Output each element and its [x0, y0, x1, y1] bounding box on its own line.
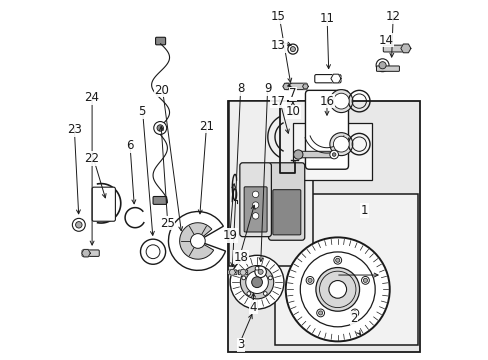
Circle shape	[230, 255, 284, 309]
Circle shape	[157, 125, 163, 131]
Circle shape	[315, 267, 359, 311]
Circle shape	[332, 153, 335, 156]
Text: 1: 1	[360, 204, 367, 217]
FancyBboxPatch shape	[244, 187, 266, 232]
Circle shape	[350, 309, 358, 317]
Text: 22: 22	[84, 152, 100, 165]
FancyBboxPatch shape	[383, 45, 406, 52]
Circle shape	[245, 271, 268, 293]
Circle shape	[329, 90, 352, 113]
Text: 23: 23	[66, 123, 81, 136]
FancyBboxPatch shape	[268, 163, 304, 240]
Circle shape	[290, 46, 295, 51]
FancyBboxPatch shape	[155, 37, 165, 45]
Text: 13: 13	[270, 39, 285, 52]
Circle shape	[254, 266, 266, 278]
Circle shape	[316, 309, 324, 317]
Text: 19: 19	[222, 229, 237, 242]
Text: 24: 24	[84, 91, 100, 104]
Text: 9: 9	[264, 82, 271, 95]
Circle shape	[293, 150, 303, 159]
Circle shape	[190, 234, 205, 248]
Circle shape	[246, 292, 250, 296]
Polygon shape	[81, 249, 90, 257]
Text: 15: 15	[270, 10, 285, 23]
Wedge shape	[168, 212, 225, 270]
FancyBboxPatch shape	[297, 151, 333, 158]
Text: 25: 25	[160, 216, 175, 230]
FancyBboxPatch shape	[314, 75, 340, 83]
Text: 18: 18	[233, 251, 248, 264]
Circle shape	[363, 278, 367, 283]
Circle shape	[263, 292, 266, 296]
Circle shape	[252, 213, 258, 219]
Circle shape	[375, 59, 388, 72]
Bar	[292, 123, 371, 180]
Circle shape	[240, 266, 273, 299]
Circle shape	[333, 256, 341, 264]
Circle shape	[285, 237, 389, 341]
Circle shape	[328, 280, 346, 298]
Circle shape	[361, 276, 368, 284]
Bar	[229, 101, 312, 266]
Polygon shape	[228, 270, 235, 275]
Text: 7: 7	[288, 87, 296, 100]
Circle shape	[335, 258, 339, 262]
Circle shape	[258, 269, 263, 274]
FancyBboxPatch shape	[376, 66, 399, 71]
Circle shape	[300, 252, 374, 327]
FancyBboxPatch shape	[153, 197, 166, 204]
Circle shape	[252, 202, 258, 208]
FancyBboxPatch shape	[239, 163, 271, 237]
FancyBboxPatch shape	[305, 90, 348, 169]
Circle shape	[153, 122, 166, 134]
Polygon shape	[302, 84, 308, 89]
Circle shape	[378, 62, 386, 69]
Circle shape	[352, 311, 356, 315]
Polygon shape	[239, 270, 246, 275]
Circle shape	[329, 150, 338, 159]
Polygon shape	[282, 83, 289, 90]
Circle shape	[251, 277, 262, 288]
FancyBboxPatch shape	[92, 187, 115, 221]
Text: 3: 3	[237, 338, 244, 351]
Circle shape	[268, 276, 272, 280]
Text: 12: 12	[385, 10, 400, 23]
FancyBboxPatch shape	[285, 83, 306, 90]
Circle shape	[305, 276, 313, 284]
Circle shape	[252, 191, 258, 198]
Circle shape	[333, 136, 348, 152]
Text: 20: 20	[154, 84, 169, 97]
Text: 5: 5	[138, 105, 146, 118]
Circle shape	[287, 44, 297, 54]
Circle shape	[329, 133, 352, 156]
Circle shape	[255, 266, 259, 270]
Circle shape	[307, 278, 311, 283]
Circle shape	[76, 222, 82, 228]
FancyBboxPatch shape	[272, 190, 300, 235]
Text: 14: 14	[378, 33, 393, 47]
Text: 17: 17	[270, 95, 285, 108]
Text: 4: 4	[249, 301, 257, 314]
Polygon shape	[330, 74, 340, 83]
Circle shape	[72, 219, 85, 231]
FancyBboxPatch shape	[238, 270, 247, 275]
Text: 21: 21	[199, 120, 214, 133]
Text: 10: 10	[285, 105, 300, 118]
Circle shape	[242, 276, 245, 280]
Bar	[228, 101, 419, 352]
Wedge shape	[179, 223, 213, 259]
Text: 8: 8	[237, 82, 244, 95]
Polygon shape	[400, 44, 410, 53]
FancyBboxPatch shape	[82, 250, 99, 256]
FancyBboxPatch shape	[227, 270, 237, 275]
Text: 11: 11	[319, 12, 334, 25]
Text: 16: 16	[319, 95, 334, 108]
Text: 2: 2	[349, 311, 357, 325]
Text: 6: 6	[126, 139, 133, 152]
Circle shape	[318, 311, 322, 315]
Circle shape	[333, 93, 348, 109]
Bar	[274, 194, 418, 345]
